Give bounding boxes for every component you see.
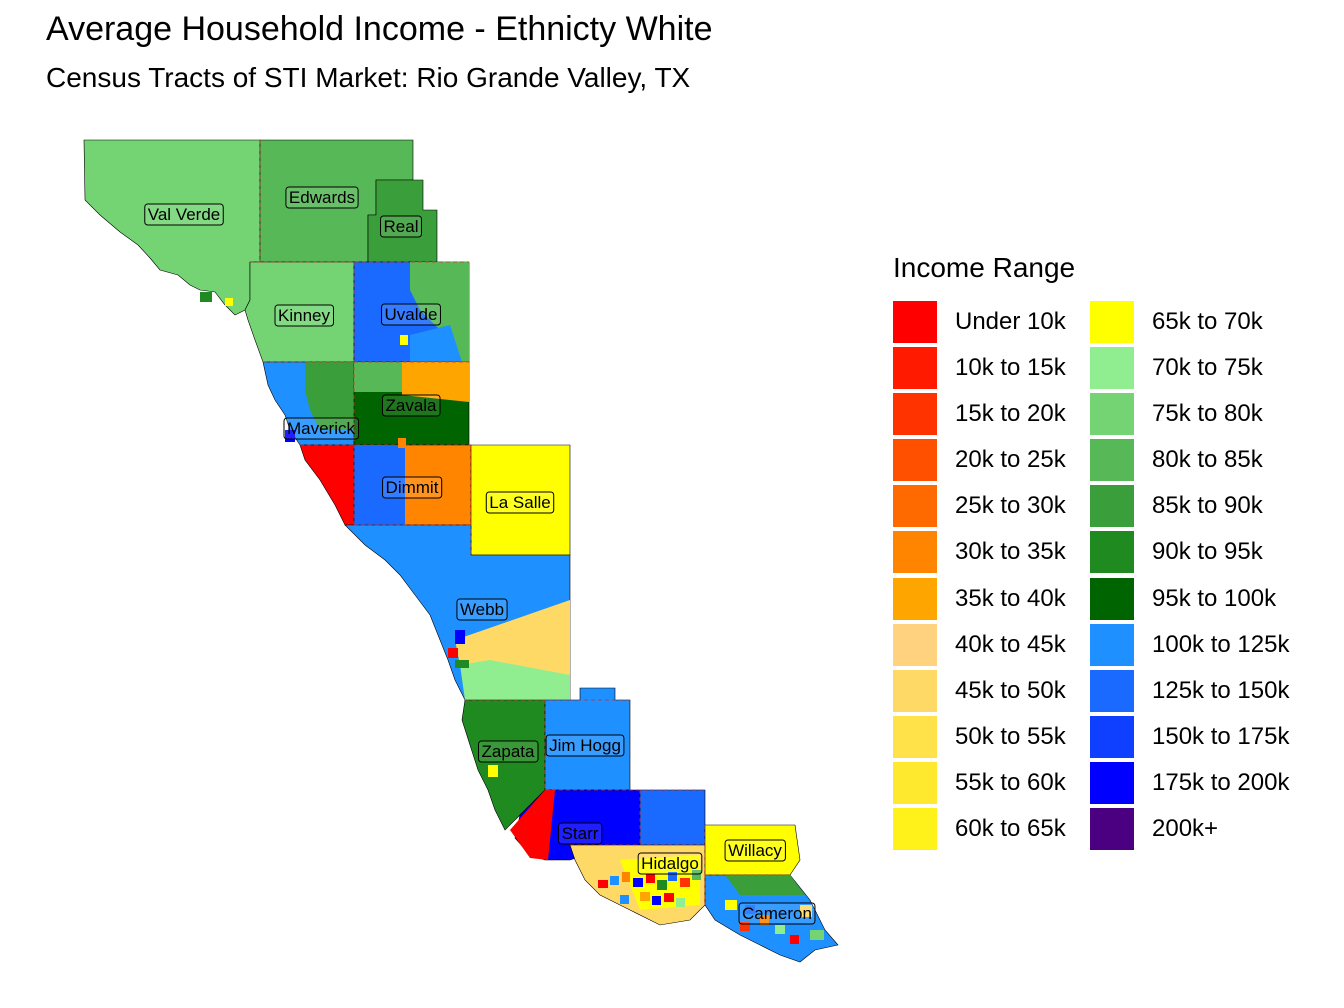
legend-label: 200k+ (1152, 815, 1219, 843)
county-label-hidalgo: Hidalgo (637, 852, 703, 875)
legend-swatch (893, 393, 937, 436)
legend-label: 75k to 80k (1152, 400, 1263, 428)
legend-swatch (1090, 669, 1134, 712)
legend-label: 30k to 35k (955, 538, 1066, 566)
legend-label: 45k to 50k (955, 676, 1066, 704)
legend-swatch (893, 808, 937, 851)
county-label-zavala: Zavala (381, 394, 441, 417)
legend-label: 50k to 55k (955, 722, 1066, 750)
legend-swatch (1090, 301, 1134, 343)
county-label-edwards: Edwards (285, 186, 359, 209)
legend-label: 55k to 60k (955, 768, 1066, 796)
legend-swatch (893, 485, 937, 528)
legend-swatch (893, 347, 937, 390)
svg-text:Cameron: Cameron (742, 904, 812, 923)
svg-text:Maverick: Maverick (287, 419, 356, 438)
legend-label: 35k to 40k (955, 584, 1066, 612)
legend-label: 175k to 200k (1152, 768, 1290, 796)
legend-label: 150k to 175k (1152, 722, 1290, 750)
county-cameron (704, 874, 839, 963)
svg-text:Dimmit: Dimmit (386, 478, 439, 497)
county-label-uvalde: Uvalde (381, 303, 441, 326)
svg-text:Uvalde: Uvalde (385, 305, 438, 324)
legend-label: 60k to 65k (955, 815, 1066, 843)
svg-text:Edwards: Edwards (289, 188, 355, 207)
legend-label: 80k to 85k (1152, 446, 1263, 474)
svg-text:La Salle: La Salle (489, 493, 550, 512)
legend-label: Under 10k (955, 308, 1066, 335)
county-label-willacy: Willacy (724, 839, 786, 862)
legend-label: 90k to 95k (1152, 538, 1263, 566)
legend-label: 40k to 45k (955, 630, 1066, 658)
svg-text:Jim Hogg: Jim Hogg (549, 736, 621, 755)
legend-swatch (893, 669, 937, 712)
legend-swatch (1090, 347, 1134, 390)
legend-swatch (893, 623, 937, 666)
county-label-cameron: Cameron (738, 902, 816, 925)
legend-swatch (893, 715, 937, 758)
legend-swatch (1090, 393, 1134, 436)
county-label-la-salle: La Salle (485, 491, 555, 514)
svg-text:Willacy: Willacy (728, 841, 782, 860)
legend-swatch (893, 531, 937, 574)
legend-swatch (1090, 439, 1134, 482)
legend-label: 95k to 100k (1152, 584, 1277, 612)
legend-label: 25k to 30k (955, 492, 1066, 520)
county-label-val-verde: Val Verde (144, 203, 224, 226)
legend-label: 20k to 25k (955, 446, 1066, 474)
legend-label: 85k to 90k (1152, 492, 1263, 520)
legend-label: 65k to 70k (1152, 308, 1263, 335)
legend-label: 125k to 150k (1152, 676, 1290, 704)
svg-text:Starr: Starr (562, 824, 599, 843)
legend-swatch (893, 577, 937, 620)
svg-text:Hidalgo: Hidalgo (641, 854, 699, 873)
legend-swatch (893, 761, 937, 804)
legend-label: 10k to 15k (955, 354, 1066, 382)
county-label-kinney: Kinney (274, 304, 334, 327)
legend-swatch (1090, 808, 1134, 851)
county-label-real: Real (380, 215, 422, 238)
county-label-dimmit: Dimmit (382, 476, 443, 499)
county-map: Val Verde Edwards Real Kinney Uvalde Zavala Ma… (83, 139, 839, 963)
legend-swatch (893, 301, 937, 343)
svg-text:Real: Real (384, 217, 419, 236)
map-subtitle: Census Tracts of STI Market: Rio Grande … (46, 62, 691, 93)
legend-label: 15k to 20k (955, 400, 1066, 428)
legend-swatch (1090, 485, 1134, 528)
legend-label: 70k to 75k (1152, 354, 1263, 382)
legend-swatch (1090, 623, 1134, 666)
legend-swatch (1090, 531, 1134, 574)
county-val-verde (83, 139, 261, 316)
svg-text:Zavala: Zavala (385, 396, 437, 415)
legend-label: 100k to 125k (1152, 630, 1290, 658)
county-label-starr: Starr (558, 822, 603, 845)
legend-title: Income Range (893, 252, 1076, 283)
map-title: Average Household Income - Ethnicty Whit… (46, 10, 713, 48)
svg-text:Webb: Webb (460, 600, 504, 619)
county-label-jim-hogg: Jim Hogg (545, 734, 625, 757)
county-label-webb: Webb (456, 598, 508, 621)
legend-swatch (893, 439, 937, 482)
legend-swatch (1090, 761, 1134, 804)
county-label-zapata: Zapata (478, 740, 539, 763)
legend-swatch (1090, 577, 1134, 620)
svg-text:Zapata: Zapata (482, 742, 535, 761)
legend: Income Range Under 10k 10k to 15k 15k to 2… (893, 252, 1289, 851)
svg-text:Kinney: Kinney (278, 306, 330, 325)
svg-text:Val Verde: Val Verde (148, 205, 220, 224)
county-label-maverick: Maverick (283, 417, 360, 440)
legend-swatch (1090, 715, 1134, 758)
county-willacy (704, 824, 801, 876)
